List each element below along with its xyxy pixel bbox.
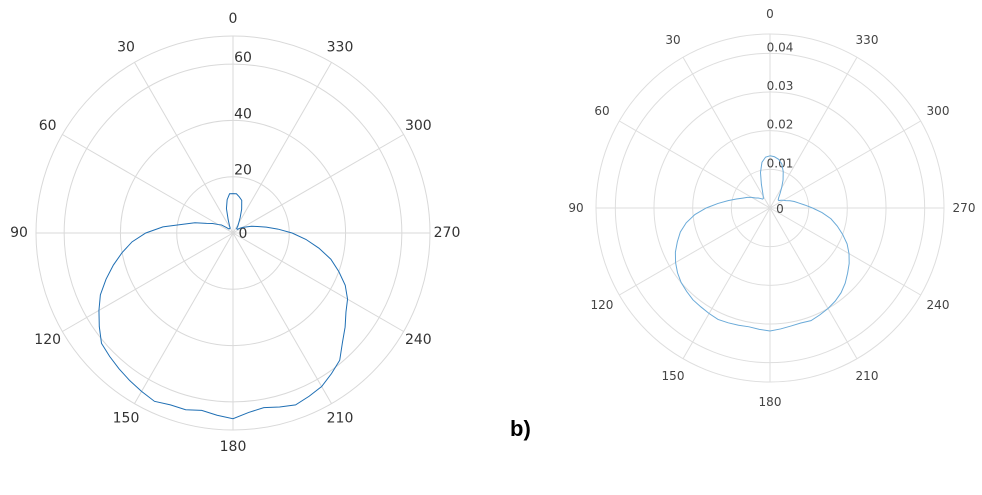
angle-tick-label-150: 150 (113, 410, 140, 426)
angular-gridline-240 (769, 207, 921, 296)
angle-tick-label-270: 270 (953, 201, 976, 215)
angular-gridline-240 (232, 232, 404, 332)
angle-tick-label-60: 60 (39, 118, 57, 134)
angular-gridline-30 (682, 57, 771, 209)
angular-gridline-330 (769, 57, 858, 209)
angle-tick-label-330: 330 (856, 33, 879, 47)
radial-tick-label-0.04: 0.04 (767, 40, 794, 54)
radial-tick-label-0.03: 0.03 (767, 79, 794, 93)
angle-tick-label-240: 240 (927, 298, 950, 312)
radial-tick-label-60: 60 (234, 50, 252, 66)
angle-tick-label-240: 240 (405, 332, 432, 348)
angular-gridline-210 (232, 232, 332, 404)
series-line-0 (98, 193, 349, 420)
radial-tick-label-0.02: 0.02 (767, 118, 794, 132)
angle-tick-label-90: 90 (10, 225, 28, 241)
angle-tick-label-60: 60 (594, 104, 609, 118)
angle-tick-label-300: 300 (405, 118, 432, 134)
angular-gridline-60 (62, 134, 234, 234)
angle-tick-label-0: 0 (229, 11, 238, 27)
polar-chart-a: 0 30 60 90 120 150 180 210 240 270 300 330 0 20 40 60 (10, 11, 460, 455)
angular-gridline-150 (134, 232, 234, 404)
angular-gridline-150 (682, 207, 771, 359)
angle-tick-label-120: 120 (34, 332, 61, 348)
angular-gridline-300 (232, 134, 404, 234)
angular-gridline-60 (619, 120, 771, 209)
panel-b-label: b) (510, 416, 531, 441)
angle-tick-label-210: 210 (327, 410, 354, 426)
angular-gridline-30 (134, 62, 234, 234)
angle-tick-label-180: 180 (220, 439, 247, 455)
angular-gridline-210 (769, 207, 858, 359)
polar-chart-b: 0 30 60 90 120 150 180 210 240 270 300 330 0 0.01 0.02… (568, 7, 975, 409)
angle-tick-label-300: 300 (927, 104, 950, 118)
radial-tick-label-0: 0 (239, 226, 248, 242)
angle-tick-label-120: 120 (591, 298, 614, 312)
angular-gridline-120 (62, 232, 234, 332)
angle-tick-label-180: 180 (759, 395, 782, 409)
radial-tick-label-20: 20 (234, 163, 252, 179)
angular-gridline-120 (619, 207, 771, 296)
angular-gridline-300 (769, 120, 921, 209)
radial-tick-label-0.01: 0.01 (767, 156, 794, 170)
angle-tick-label-150: 150 (662, 369, 685, 383)
angle-tick-label-330: 330 (327, 40, 354, 56)
series-line-0 (674, 155, 850, 332)
radial-tick-label-40: 40 (234, 106, 252, 122)
angle-tick-label-0: 0 (766, 7, 774, 21)
angle-tick-label-210: 210 (856, 369, 879, 383)
angular-gridline-330 (232, 62, 332, 234)
angle-tick-label-30: 30 (117, 40, 135, 56)
radial-tick-label-0: 0 (776, 202, 784, 216)
angle-tick-label-30: 30 (665, 33, 680, 47)
angle-tick-label-270: 270 (434, 225, 461, 241)
angle-tick-label-90: 90 (568, 201, 583, 215)
